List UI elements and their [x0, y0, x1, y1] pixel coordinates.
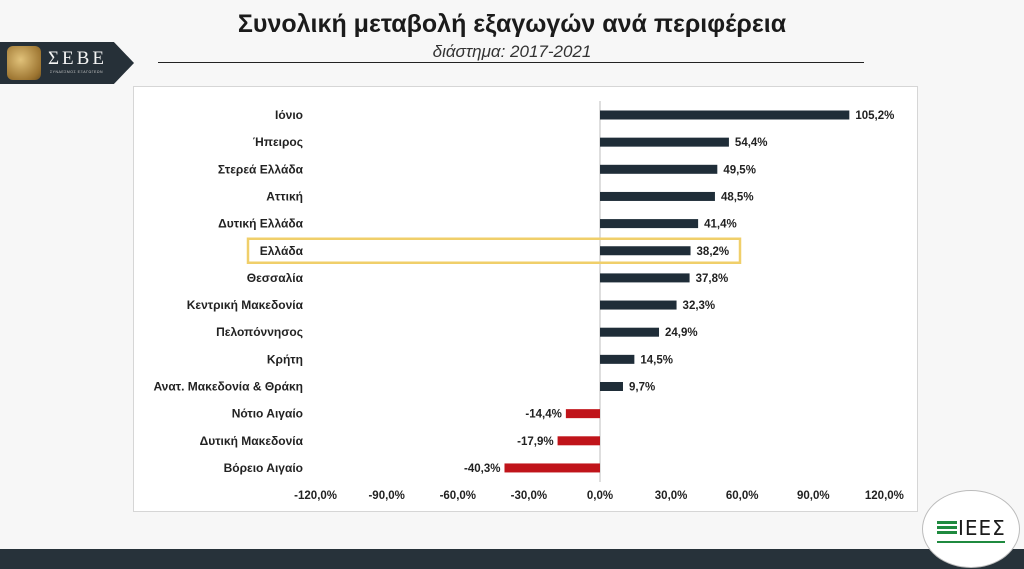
bar-11 [565, 409, 600, 419]
x-tick-label-3: -30,0% [511, 490, 547, 502]
bar-3 [600, 191, 715, 201]
x-tick-label-0: -120,0% [294, 490, 337, 502]
bar-9 [600, 354, 635, 364]
x-tick-label-1: -90,0% [368, 490, 404, 502]
data-label-7: 32,3% [683, 300, 716, 312]
category-label-13: Βόρειο Αιγαίο [224, 461, 303, 475]
seve-logo-text: ΣΕΒΕ [48, 48, 107, 69]
iees-logo: ΙΕΕΣ [922, 490, 1020, 568]
data-label-4: 41,4% [704, 219, 737, 231]
category-label-11: Νότιο Αιγαίο [232, 407, 303, 421]
page-title: Συνολική μεταβολή εξαγωγών ανά περιφέρει… [237, 10, 787, 38]
highlight-box [246, 237, 742, 264]
iees-underline [937, 541, 1005, 543]
footer-bar [0, 549, 1024, 569]
seve-logo: ΣΕΒΕ ΣΥΝΔΕΣΜΟΣ ΕΞΑΓΩΓΕΩΝ [0, 42, 134, 84]
data-label-0: 105,2% [855, 110, 894, 122]
data-label-1: 54,4% [735, 137, 768, 149]
data-label-10: 9,7% [629, 382, 655, 394]
category-label-0: Ιόνιο [275, 108, 303, 122]
seve-seal-icon [7, 46, 41, 80]
data-label-11: -14,4% [525, 409, 561, 421]
category-label-8: Πελοπόννησος [216, 325, 303, 339]
chart-panel: Ιόνιο 105,2% Ήπειρος 54,4% Στερεά Ελλάδα 49,5… [133, 86, 918, 512]
category-label-4: Δυτική Ελλάδα [218, 217, 304, 231]
bar-13 [504, 463, 600, 473]
bar-7 [600, 300, 677, 310]
page-subtitle: διάστημα: 2017-2021 [432, 42, 592, 61]
category-label-9: Κρήτη [267, 352, 303, 366]
bar-6 [600, 273, 690, 283]
bar-chart: Ιόνιο 105,2% Ήπειρος 54,4% Στερεά Ελλάδα 49,5… [153, 101, 904, 502]
x-tick-label-2: -60,0% [440, 490, 476, 502]
data-label-12: -17,9% [517, 436, 553, 448]
x-tick-label-6: 60,0% [726, 490, 759, 502]
x-tick-label-4: 0,0% [587, 490, 613, 502]
bar-0 [600, 110, 850, 120]
category-label-7: Κεντρική Μακεδονία [187, 298, 304, 312]
iees-logo-text: ΙΕΕΣ [958, 516, 1006, 540]
title-divider [158, 62, 864, 63]
iees-stripes-icon [937, 521, 957, 536]
category-label-6: Θεσσαλία [247, 271, 304, 285]
bar-12 [557, 436, 600, 446]
x-tick-label-8: 120,0% [865, 490, 904, 502]
x-tick-label-5: 30,0% [655, 490, 688, 502]
seve-logo-tagline: ΣΥΝΔΕΣΜΟΣ ΕΞΑΓΩΓΕΩΝ [50, 70, 104, 74]
data-label-8: 24,9% [665, 327, 698, 339]
category-label-1: Ήπειρος [253, 135, 303, 149]
data-label-9: 14,5% [640, 354, 673, 366]
x-tick-label-7: 90,0% [797, 490, 830, 502]
bar-2 [600, 164, 718, 174]
bar-1 [600, 137, 729, 147]
data-label-3: 48,5% [721, 191, 754, 203]
category-label-5: Ελλάδα [260, 244, 304, 258]
bar-10 [600, 382, 623, 391]
category-label-12: Δυτική Μακεδονία [200, 434, 304, 448]
bar-5 [600, 246, 691, 256]
bar-4 [600, 219, 699, 229]
data-label-6: 37,8% [696, 273, 729, 285]
data-label-2: 49,5% [723, 164, 756, 176]
data-label-5: 38,2% [697, 246, 730, 258]
bar-8 [600, 327, 660, 337]
data-label-13: -40,3% [464, 463, 500, 475]
category-label-3: Αττική [266, 189, 303, 203]
category-label-10: Ανατ. Μακεδονία & Θράκη [153, 380, 303, 394]
category-label-2: Στερεά Ελλάδα [218, 162, 304, 176]
